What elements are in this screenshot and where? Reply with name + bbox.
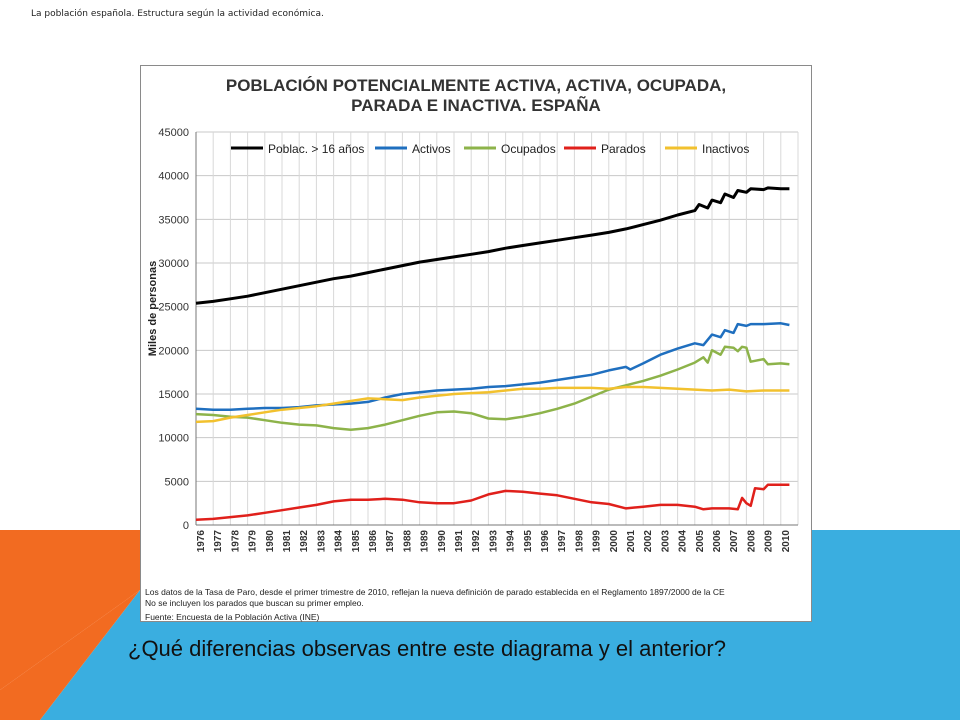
y-tick-label: 25000 [158, 302, 189, 314]
y-tick-label: 15000 [158, 389, 189, 401]
x-tick-label: 2003 [660, 530, 671, 553]
x-tick-label: 1982 [299, 530, 310, 553]
x-tick-label: 1986 [368, 530, 379, 553]
y-tick-label: 5000 [165, 476, 189, 488]
y-tick-label: 20000 [158, 345, 189, 357]
x-tick-label: 2006 [712, 530, 723, 553]
x-tick-label: 2007 [729, 530, 740, 553]
y-tick-label: 45000 [158, 127, 189, 139]
legend-label: Activos [412, 142, 451, 156]
series-line [195, 186, 790, 305]
y-tick-label: 35000 [158, 214, 189, 226]
orange-triangle [0, 590, 140, 720]
x-tick-label: 1983 [316, 530, 327, 553]
series-line [195, 385, 790, 424]
legend-label: Parados [601, 142, 646, 156]
y-tick-label: 10000 [158, 433, 189, 445]
chart-source: Fuente: Encuesta de la Población Activa … [145, 612, 320, 622]
chart-note-1: Los datos de la Tasa de Paro, desde el p… [145, 587, 725, 597]
legend-label: Ocupados [501, 142, 556, 156]
x-tick-label: 1985 [351, 530, 362, 553]
x-tick-label: 2002 [643, 530, 654, 553]
chart-panel: POBLACIÓN POTENCIALMENTE ACTIVA, ACTIVA,… [140, 65, 812, 622]
x-tick-label: 1989 [420, 530, 431, 553]
x-tick-label: 2004 [678, 530, 689, 553]
x-tick-label: 1998 [574, 530, 585, 553]
chart-note-2: No se incluyen los parados que buscan su… [145, 598, 364, 608]
blue-band [812, 530, 960, 720]
x-tick-label: 2005 [695, 530, 706, 553]
x-tick-label: 1999 [592, 530, 603, 553]
x-tick-label: 1992 [471, 530, 482, 553]
x-tick-label: 1984 [334, 530, 345, 553]
y-tick-label: 30000 [158, 258, 189, 270]
series-line [195, 483, 790, 522]
x-tick-label: 1980 [265, 530, 276, 553]
x-tick-label: 1995 [523, 530, 534, 553]
x-tick-label: 1981 [282, 530, 293, 553]
x-tick-label: 2010 [781, 530, 792, 553]
x-tick-label: 1990 [437, 530, 448, 553]
y-axis-label: Miles de personas [147, 261, 159, 356]
x-tick-label: 1976 [196, 530, 207, 553]
x-tick-label: 1996 [540, 530, 551, 553]
y-tick-label: 0 [183, 520, 189, 532]
orange-band [0, 530, 140, 690]
x-tick-label: 1987 [385, 530, 396, 553]
legend-label: Poblac. > 16 años [268, 142, 364, 156]
x-tick-label: 2008 [746, 530, 757, 553]
x-tick-label: 1991 [454, 530, 465, 553]
slide-header: La población española. Estructura según … [31, 9, 324, 19]
blue-band-bottom [40, 590, 812, 720]
legend-label: Inactivos [702, 142, 749, 156]
y-tick-label: 40000 [158, 171, 189, 183]
x-tick-label: 1994 [506, 530, 517, 553]
chart-title-line-2: PARADA E INACTIVA. ESPAÑA [351, 96, 601, 115]
x-tick-label: 2009 [764, 530, 775, 553]
x-tick-label: 1993 [488, 530, 499, 553]
series-line [195, 322, 790, 411]
x-tick-label: 1979 [248, 530, 259, 553]
x-tick-label: 1978 [230, 530, 241, 553]
x-tick-label: 2000 [609, 530, 620, 553]
x-tick-label: 2001 [626, 530, 637, 553]
question-text: ¿Qué diferencias observas entre este dia… [128, 636, 726, 661]
x-tick-label: 1997 [557, 530, 568, 553]
x-tick-label: 1988 [402, 530, 413, 553]
x-tick-label: 1977 [213, 530, 224, 553]
series-line [195, 345, 790, 432]
chart-title-line-1: POBLACIÓN POTENCIALMENTE ACTIVA, ACTIVA,… [225, 76, 727, 95]
line-chart: 0 5000 10000 15000 20000 25000 30000 35000 40000… [147, 127, 799, 553]
